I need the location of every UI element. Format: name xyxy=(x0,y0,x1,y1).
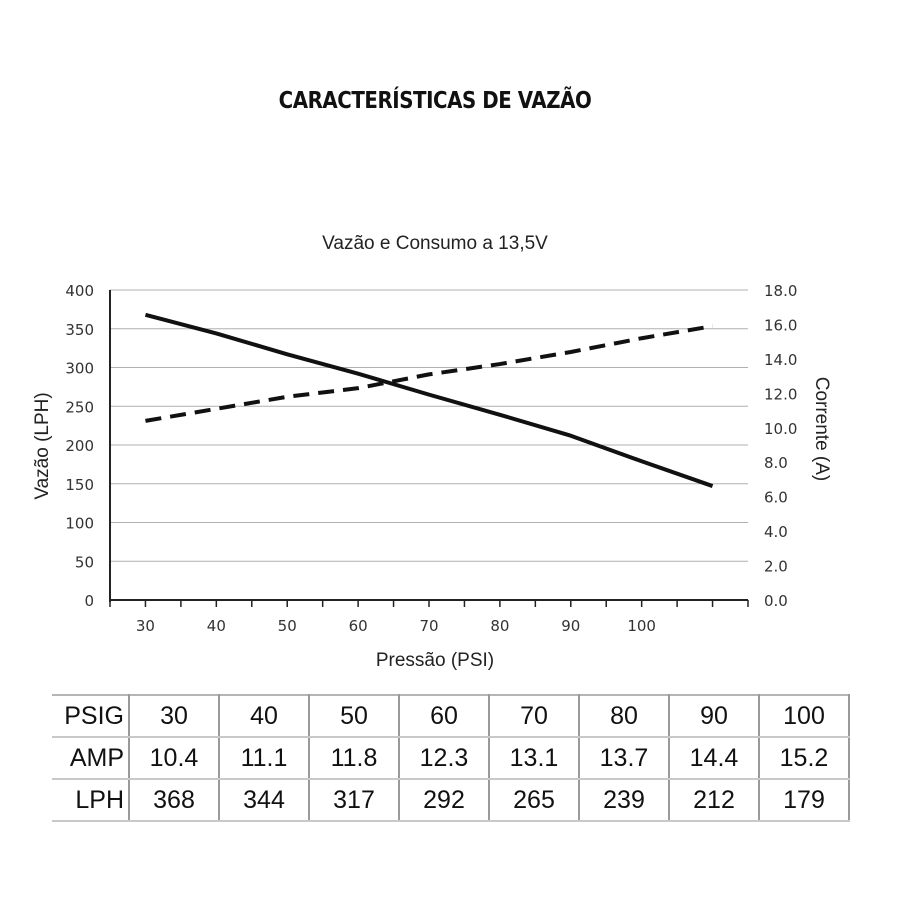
y-tick-label: 0 xyxy=(84,592,94,610)
table-cell: 11.8 xyxy=(308,736,400,780)
y2-tick-label: 16.0 xyxy=(764,316,797,334)
table-row: AMP 10.4 11.1 11.8 12.3 13.1 13.7 14.4 15.2 xyxy=(52,736,850,780)
table-cell: 179 xyxy=(758,778,850,822)
y-tick-label: 400 xyxy=(65,282,94,300)
x-tick-label: 70 xyxy=(419,617,438,635)
row-label: LPH xyxy=(52,778,130,822)
current-series-line xyxy=(145,324,713,423)
table-cell: 40 xyxy=(218,694,310,738)
page-heading: CARACTERÍSTICAS DE VAZÃO xyxy=(278,88,592,114)
table-cell: 80 xyxy=(578,694,670,738)
y2-tick-label: 12.0 xyxy=(764,385,797,403)
table-cell: 13.7 xyxy=(578,736,670,780)
table-row: LPH 368 344 317 292 265 239 212 179 xyxy=(52,778,850,822)
y2-axis-label: Corrente (A) xyxy=(811,377,832,482)
y2-tick-label: 6.0 xyxy=(764,489,788,507)
axes xyxy=(109,290,749,607)
y2-tick-label: 0.0 xyxy=(764,592,788,610)
y2-tick-label: 2.0 xyxy=(764,558,788,576)
y-axis-label: Vazão (LPH) xyxy=(32,392,53,499)
x-tick-label: 100 xyxy=(627,617,656,635)
x-tick-label: 50 xyxy=(278,617,297,635)
y-tick-label: 150 xyxy=(65,476,94,494)
y2-tick-label: 14.0 xyxy=(764,351,797,369)
table-cell: 10.4 xyxy=(128,736,220,780)
table-cell: 212 xyxy=(668,778,760,822)
y-tick-label: 250 xyxy=(65,398,94,416)
y2-tick-label: 8.0 xyxy=(764,454,788,472)
y-tick-label: 200 xyxy=(65,437,94,455)
y-tick-label: 300 xyxy=(65,360,94,378)
y2-tick-label: 4.0 xyxy=(764,523,788,541)
flow-series-line xyxy=(144,312,714,488)
x-tick-label: 60 xyxy=(349,617,368,635)
y-tick-label: 50 xyxy=(75,553,94,571)
table-cell: 60 xyxy=(398,694,490,738)
table-cell: 15.2 xyxy=(758,736,850,780)
table-cell: 14.4 xyxy=(668,736,760,780)
table-cell: 70 xyxy=(488,694,580,738)
row-label: PSIG xyxy=(52,694,130,738)
table-cell: 11.1 xyxy=(218,736,310,780)
grid-lines xyxy=(110,289,748,562)
x-tick-label: 80 xyxy=(490,617,509,635)
table-cell: 368 xyxy=(128,778,220,822)
table-cell: 90 xyxy=(668,694,760,738)
data-table: PSIG 30 40 50 60 70 80 90 100 AMP 10.4 11.1 11.8 12.3… xyxy=(52,694,850,822)
tick-labels: 0 50 100 150 200 250 300 350 400 0.0 2.0 4.0 6.0 8.0 1… xyxy=(65,282,797,635)
series-lines xyxy=(144,312,714,488)
y-tick-label: 350 xyxy=(65,321,94,339)
x-axis-label: Pressão (PSI) xyxy=(376,650,494,671)
table-cell: 100 xyxy=(758,694,850,738)
x-tick-label: 40 xyxy=(207,617,226,635)
y-tick-label: 100 xyxy=(65,515,94,533)
table-cell: 265 xyxy=(488,778,580,822)
table-cell: 12.3 xyxy=(398,736,490,780)
y2-tick-label: 10.0 xyxy=(764,420,797,438)
table-row: PSIG 30 40 50 60 70 80 90 100 xyxy=(52,694,850,738)
x-tick-label: 90 xyxy=(561,617,580,635)
chart-title: Vazão e Consumo a 13,5V xyxy=(322,233,548,254)
x-tick-label: 30 xyxy=(136,617,155,635)
table-cell: 239 xyxy=(578,778,670,822)
flow-chart: Vazão e Consumo a 13,5V 0 50 100 150 200 250 3… xyxy=(32,233,832,671)
y2-tick-label: 18.0 xyxy=(764,282,797,300)
table-cell: 317 xyxy=(308,778,400,822)
table-cell: 344 xyxy=(218,778,310,822)
table-cell: 50 xyxy=(308,694,400,738)
table-cell: 13.1 xyxy=(488,736,580,780)
table-cell: 30 xyxy=(128,694,220,738)
row-label: AMP xyxy=(52,736,130,780)
table-cell: 292 xyxy=(398,778,490,822)
